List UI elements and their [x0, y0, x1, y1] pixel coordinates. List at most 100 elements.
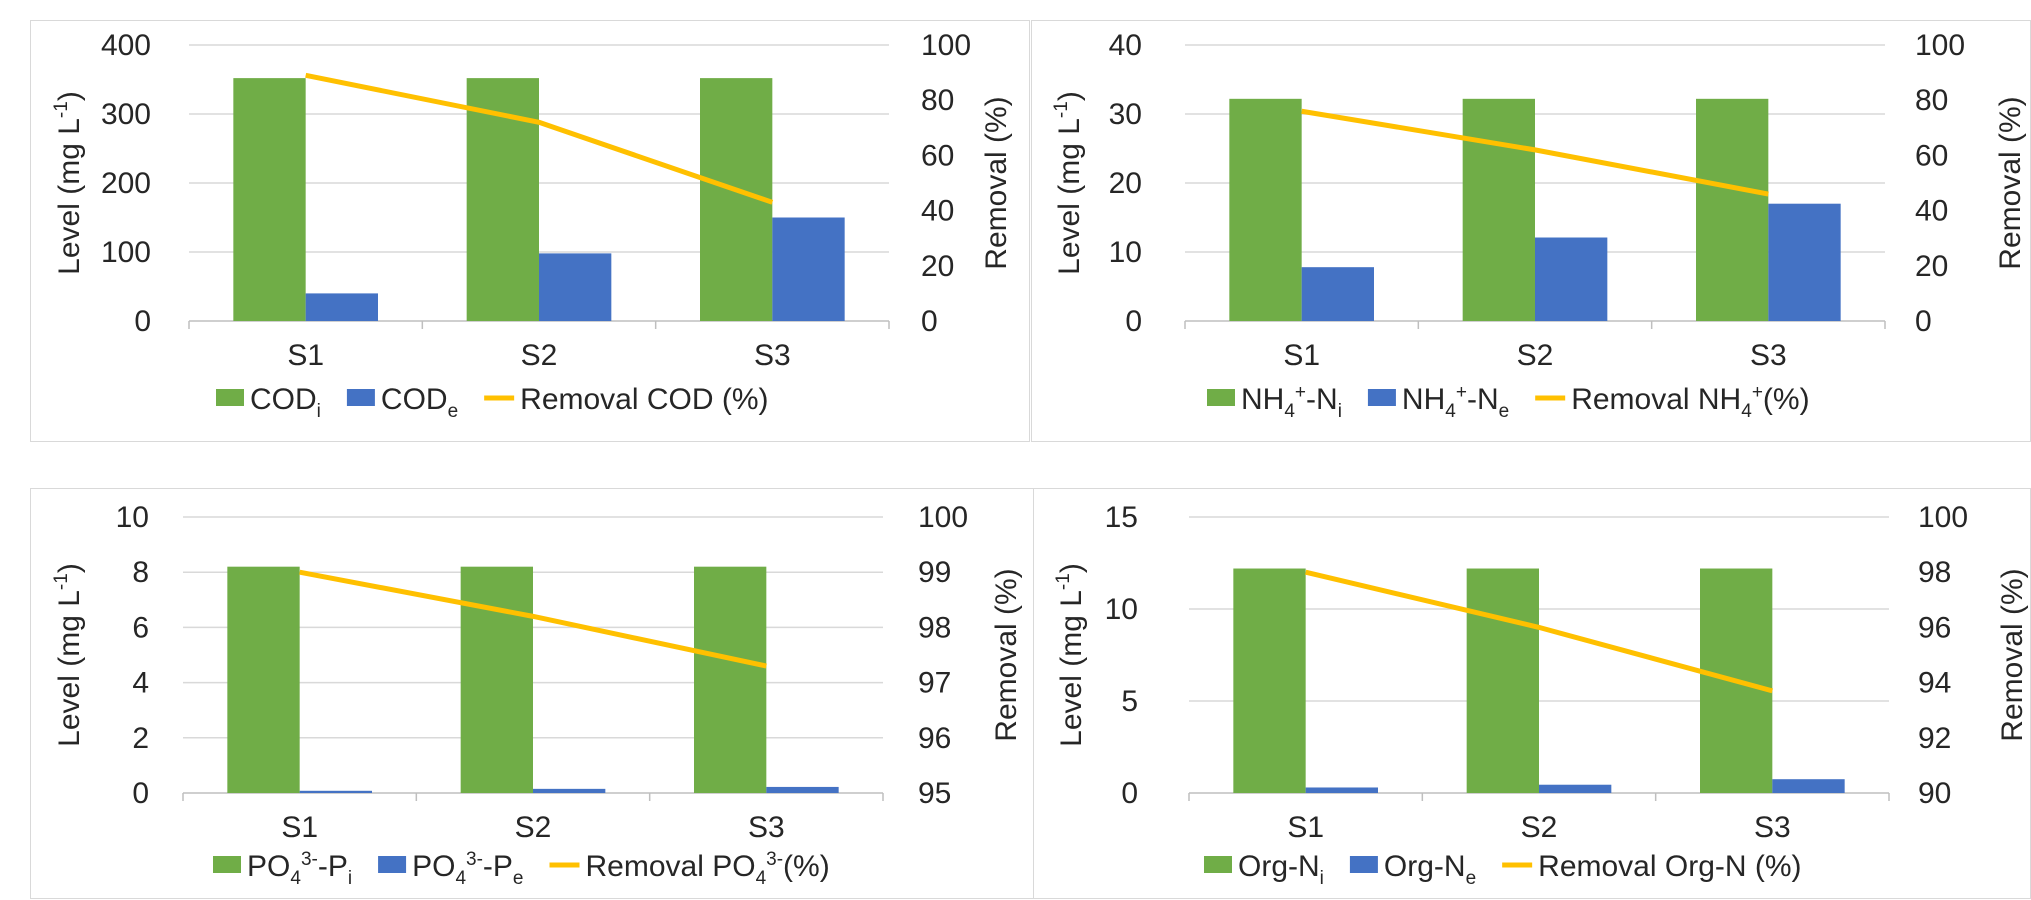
bar: [1535, 237, 1608, 321]
y-axis-title: Level (mg L-1): [51, 91, 86, 275]
legend-label: PO43--Pi: [247, 849, 352, 889]
x-tick-label: S2: [1521, 811, 1558, 844]
legend-swatch: [1349, 856, 1378, 873]
y2-tick-label: 80: [1915, 84, 1948, 117]
y-tick-label: 15: [1105, 501, 1138, 534]
y2-tick-label: 60: [1915, 139, 1948, 172]
legend-label: Org-Ne: [1384, 850, 1476, 889]
y-tick-label: 10: [116, 501, 149, 534]
y-tick-label: 5: [1121, 685, 1138, 718]
y-tick-label: 10: [1109, 236, 1142, 269]
chart-orgn: 0 5 10 15 90 92 94 96 98 100 S1 S2 S3 Level (mg L-1) R…: [1053, 501, 2029, 889]
legend-swatch: [213, 856, 241, 873]
legend-swatch: [346, 389, 375, 406]
x-tick-label: S3: [748, 811, 785, 844]
y2-tick-label: 94: [1918, 667, 1951, 700]
chart-nh4: 0 10 20 30 40 0 20 40 60 80 100 S1 S2 S3 Level (mg L-1…: [1051, 29, 2027, 422]
series-line: [1301, 108, 1769, 197]
y-tick-label: 100: [101, 236, 151, 269]
bar: [305, 293, 378, 321]
bar: [1696, 98, 1769, 321]
y-tick-label: 0: [132, 777, 149, 810]
y2-tick-label: 92: [1918, 722, 1951, 755]
bar: [1772, 779, 1845, 793]
legend-label: Org-Ni: [1238, 850, 1324, 889]
bar: [772, 217, 845, 321]
y-axis-title: Level (mg L-1): [51, 563, 86, 747]
y-tick-label: 8: [132, 556, 149, 589]
x-tick-label: S2: [515, 811, 552, 844]
y2-tick-label: 100: [1915, 29, 1965, 62]
y-tick-label: 0: [1121, 777, 1138, 810]
legend-label: CODi: [250, 383, 321, 422]
y2-tick-label: 90: [1918, 777, 1951, 810]
y2-axis-title: Removal (%): [980, 96, 1013, 269]
chart-panel-cod: 0 100 200 300 400 0 20 40 60 80 100 S1 S2 S3 Level (mg…: [30, 20, 1030, 442]
legend-label: PO43--Pe: [412, 849, 523, 889]
y2-tick-label: 96: [1918, 611, 1951, 644]
legend-label: CODe: [381, 383, 458, 422]
chart-po4: 0 2 4 6 8 10 95 96 97 98 99 100 S1 S2 S3 Level (mg L-1)…: [51, 501, 1023, 889]
legend-swatch: [1367, 389, 1396, 406]
bar: [1301, 267, 1374, 321]
y2-tick-label: 96: [918, 722, 951, 755]
legend-label: NH4+-Ni: [1241, 382, 1342, 422]
y-tick-label: 200: [101, 167, 151, 200]
bar: [1462, 98, 1535, 321]
legend-label: Removal NH4+(%): [1571, 382, 1809, 422]
x-tick-label: S2: [521, 339, 558, 372]
x-tick-label: S2: [1517, 339, 1554, 372]
x-tick-label: S3: [1750, 339, 1787, 372]
series-line: [1305, 569, 1773, 694]
bar: [766, 786, 839, 793]
bar: [460, 566, 533, 793]
bar: [1233, 568, 1306, 793]
y2-tick-label: 100: [918, 501, 968, 534]
x-tick-label: S1: [1287, 811, 1324, 844]
x-tick-label: S1: [287, 339, 324, 372]
chart-panel-po4: 0 2 4 6 8 10 95 96 97 98 99 100 S1 S2 S3 Level (mg L-1)…: [30, 488, 1040, 899]
y2-axis-title: Removal (%): [1994, 96, 2027, 269]
legend-swatch: [378, 856, 407, 873]
legend-swatch: [1207, 389, 1235, 406]
chart-cod: 0 100 200 300 400 0 20 40 60 80 100 S1 S2 S3 Level (mg…: [51, 29, 1013, 422]
x-tick-label: S1: [281, 811, 318, 844]
series-line: [305, 72, 774, 205]
y-axis-title: Level (mg L-1): [1053, 563, 1088, 747]
legend-label: NH4+-Ne: [1402, 382, 1509, 422]
y-tick-label: 4: [132, 667, 149, 700]
y-tick-label: 6: [132, 611, 149, 644]
y-tick-label: 400: [101, 29, 151, 62]
legend-label: Removal Org-N (%): [1538, 850, 1801, 883]
chart-panel-nh4: 0 10 20 30 40 0 20 40 60 80 100 S1 S2 S3 Level (mg L-1…: [1031, 20, 2031, 442]
bar: [1229, 98, 1302, 321]
y2-tick-label: 95: [918, 777, 951, 810]
y-tick-label: 40: [1109, 29, 1142, 62]
y-tick-label: 2: [132, 722, 149, 755]
y2-axis-title: Removal (%): [1996, 568, 2029, 741]
bar: [227, 566, 300, 793]
legend-label: Removal PO43-(%): [586, 849, 830, 889]
y-tick-label: 0: [1125, 305, 1142, 338]
bar: [1768, 203, 1841, 321]
y2-tick-label: 40: [921, 195, 954, 228]
y2-tick-label: 20: [1915, 250, 1948, 283]
y2-tick-label: 100: [921, 29, 971, 62]
y2-tick-label: 98: [918, 611, 951, 644]
bar: [1305, 787, 1378, 793]
bar: [1539, 784, 1612, 793]
y-tick-label: 10: [1105, 593, 1138, 626]
legend-swatch: [1204, 856, 1232, 873]
y2-tick-label: 97: [918, 667, 951, 700]
x-tick-label: S3: [1754, 811, 1791, 844]
y2-tick-label: 80: [921, 84, 954, 117]
y2-tick-label: 0: [921, 305, 938, 338]
y-tick-label: 20: [1109, 167, 1142, 200]
y-tick-label: 30: [1109, 98, 1142, 131]
bar: [533, 788, 606, 793]
x-tick-label: S3: [754, 339, 791, 372]
bar: [539, 253, 612, 321]
y2-tick-label: 99: [918, 556, 951, 589]
y-axis-title: Level (mg L-1): [1051, 91, 1086, 275]
y2-tick-label: 100: [1918, 501, 1968, 534]
